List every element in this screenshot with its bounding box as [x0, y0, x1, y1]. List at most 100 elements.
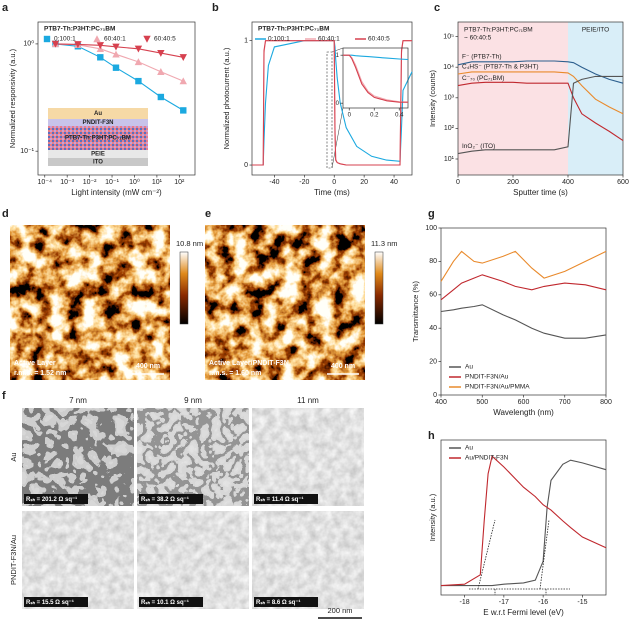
legend-label: Au/PNDIT-F3N	[465, 455, 509, 462]
y-tick-label: 10⁴	[443, 64, 454, 71]
device-layer	[48, 126, 148, 150]
y-tick-label: 10⁵	[443, 33, 454, 40]
label-bg	[24, 494, 88, 504]
panel-letters: a b c d e f g h	[2, 2, 440, 442]
region-label: ~ 60:40:5	[464, 35, 492, 42]
x-tick-label: 200	[507, 179, 519, 186]
region-label: PTB7-Th:P3HT:PC₇₁BM	[464, 27, 533, 34]
y-axis-label: Normalized photocurrent (a.u.)	[222, 47, 231, 149]
legend-title: PTB7-Th:P3HT:PC₇₁BM	[258, 26, 329, 33]
x-axis-label: Sputter time (s)	[513, 188, 568, 197]
x-tick-label: 600	[617, 179, 629, 186]
panel-letter: f	[2, 390, 6, 402]
panel-letter: h	[428, 430, 435, 442]
x-tick-label: 10⁻³	[60, 179, 74, 186]
legend-label: 0:100:1	[268, 36, 290, 43]
marker	[143, 35, 151, 43]
panel-letter: c	[434, 2, 440, 14]
afm-label: Active Layer	[14, 360, 56, 367]
y-tick-label: 0	[433, 392, 437, 399]
plot-frame	[251, 21, 413, 176]
x-tick-label: 0	[348, 113, 352, 119]
chart-g: 400 500 600 700 800 0 20 40 60 80 100 Wavelength (n…	[411, 225, 612, 417]
column-label: 7 nm	[69, 396, 87, 405]
sheet-resistance: Rₛₕ = 10.1 Ω sq⁻¹	[141, 599, 189, 606]
y-tick-label: 1	[336, 53, 340, 59]
panel-letter: e	[205, 208, 211, 220]
sem-image	[137, 511, 249, 609]
series-line	[457, 75, 623, 155]
device-layer	[48, 108, 148, 119]
y-tick-label: 60	[429, 292, 437, 299]
label-bg	[24, 597, 88, 607]
sem-image	[22, 511, 134, 609]
chart-b: -40 -20 0 20 40 0 1 Time (ms) Normalized photocu…	[222, 21, 413, 197]
legend-label: Au	[465, 445, 473, 452]
x-tick-label: -16	[538, 599, 548, 606]
sheet-resistance: Rₛₕ = 15.5 Ω sq⁻¹	[26, 599, 74, 606]
sem-image	[252, 408, 364, 506]
marker	[51, 40, 60, 48]
marker	[134, 45, 143, 53]
y-tick-label: 10¹	[444, 156, 455, 163]
x-tick-label: 800	[600, 399, 612, 406]
afm-rms: r.m.s. = 1.60 nm	[209, 370, 261, 377]
x-axis-label: Wavelength (nm)	[493, 408, 554, 417]
x-tick-label: 10⁻²	[83, 179, 97, 186]
x-tick-label: 10²	[174, 179, 185, 186]
marker	[135, 77, 142, 85]
x-tick-label: 600	[518, 399, 530, 406]
marker	[179, 77, 187, 85]
chart-a: 10⁻⁴ 10⁻³ 10⁻² 10⁻¹ 10⁰ 10¹ 10² 10⁻¹ 10⁰ Light in…	[8, 21, 196, 197]
marker	[134, 58, 143, 66]
marker	[157, 68, 165, 75]
y-tick-label: 10³	[444, 95, 455, 102]
legend-label: PNDIT-F3N/Au	[465, 374, 509, 381]
series-line	[457, 71, 624, 115]
series-line	[252, 40, 412, 166]
series-line	[343, 54, 409, 61]
y-tick-label: 0	[244, 162, 248, 169]
x-tick-label: 700	[559, 399, 571, 406]
x-tick-label: -18	[460, 599, 470, 606]
region	[458, 22, 568, 175]
legend-label: 0:100:1	[54, 36, 76, 43]
device-layer-label: PNDIT-F3N	[82, 120, 113, 126]
y-tick-label: 100	[425, 225, 437, 232]
afm-image	[10, 225, 170, 380]
x-tick-label: 0.4	[395, 113, 404, 119]
y-tick-label: 40	[429, 325, 437, 332]
x-tick-label: 0.2	[370, 113, 379, 119]
label-bg	[139, 494, 203, 504]
sem-image	[252, 511, 364, 609]
afm-image	[205, 225, 365, 380]
x-tick-label: 10⁰	[129, 178, 140, 186]
device-layer-label: Au	[94, 111, 102, 117]
panel-letter: a	[2, 2, 9, 14]
label-bg	[139, 597, 203, 607]
series-line	[457, 60, 624, 84]
y-tick-label: 20	[429, 358, 437, 365]
marker	[43, 35, 51, 43]
region-label: PEIE/ITO	[582, 27, 609, 34]
y-tick-label: 10⁰	[23, 40, 34, 48]
x-tick-label: 10⁻⁴	[38, 179, 53, 186]
marker	[74, 41, 82, 49]
colorbar	[374, 251, 384, 325]
plot-frame	[37, 21, 196, 176]
series-line	[343, 54, 409, 103]
legend-label: PNDIT-F3N/Au/PMMA	[465, 384, 530, 391]
zoom-box	[326, 51, 333, 169]
x-tick-label: 400	[562, 179, 574, 186]
marker	[112, 43, 120, 51]
colorbar	[179, 251, 189, 325]
marker	[180, 107, 187, 114]
marker	[93, 35, 101, 43]
panel-letter: b	[212, 2, 219, 14]
series-line	[252, 40, 413, 166]
chart-c: PTB7-Th:P3HT:PC₇₁BM~ 60:40:5 PEIE/ITO 0 200…	[428, 21, 629, 197]
series-label: F⁻ (PTB7-Th)	[462, 54, 502, 61]
device-layer	[48, 150, 148, 158]
scale-bar-label: 200 nm	[327, 606, 352, 615]
